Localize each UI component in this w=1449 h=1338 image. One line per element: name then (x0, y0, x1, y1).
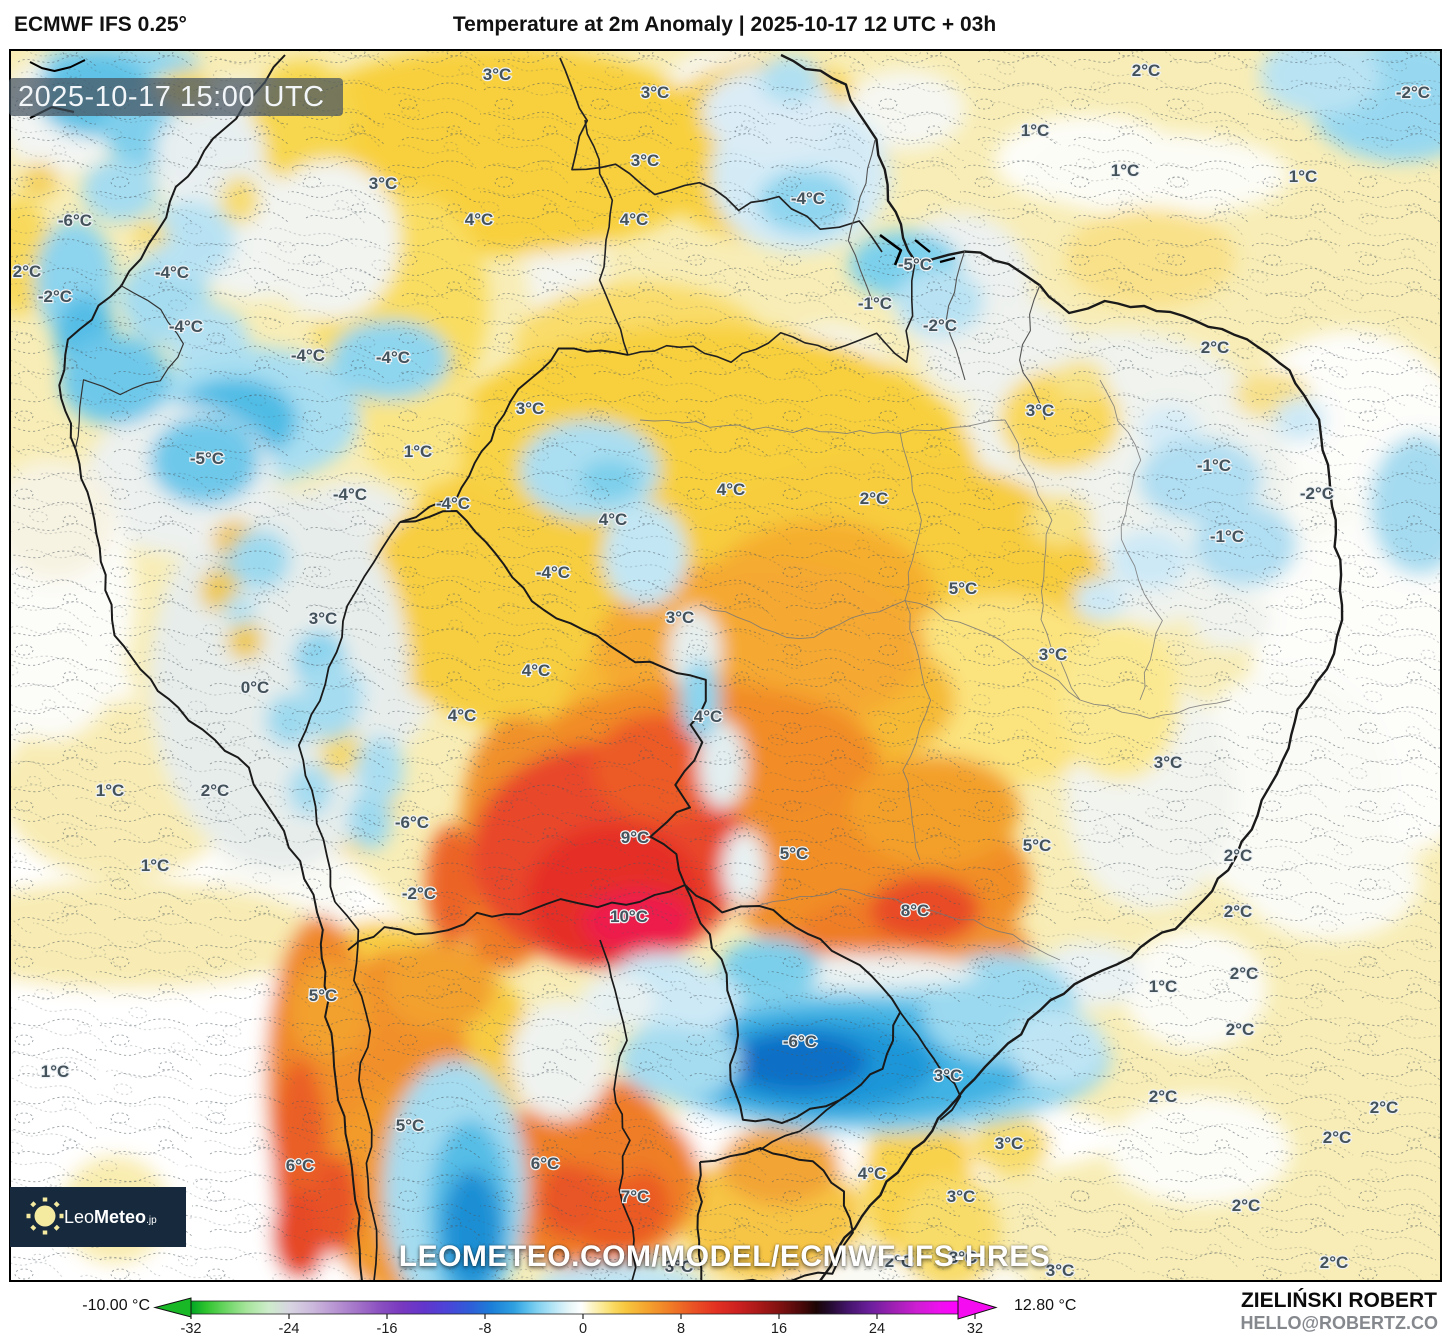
svg-text:3°C: 3°C (1046, 1261, 1075, 1280)
svg-text:1°C: 1°C (1289, 167, 1318, 186)
svg-text:-4°C: -4°C (376, 348, 410, 367)
svg-text:1°C: 1°C (141, 856, 170, 875)
svg-text:-2°C: -2°C (923, 316, 957, 335)
svg-text:5°C: 5°C (1023, 836, 1052, 855)
svg-text:4°C: 4°C (858, 1164, 887, 1183)
svg-text:-4°C: -4°C (333, 485, 367, 504)
svg-text:-2°C: -2°C (38, 287, 72, 306)
svg-text:5°C: 5°C (396, 1116, 425, 1135)
svg-text:2°C: 2°C (1224, 846, 1253, 865)
svg-text:-1°C: -1°C (1197, 456, 1231, 475)
svg-text:16: 16 (771, 1321, 787, 1337)
svg-text:3°C: 3°C (934, 1066, 963, 1085)
svg-text:3°C: 3°C (641, 83, 670, 102)
svg-text:2°C: 2°C (1323, 1128, 1352, 1147)
svg-text:3°C: 3°C (631, 151, 660, 170)
svg-text:4°C: 4°C (717, 480, 746, 499)
svg-text:-8: -8 (479, 1321, 492, 1337)
svg-text:2°C: 2°C (1320, 1253, 1349, 1272)
svg-text:1°C: 1°C (1111, 161, 1140, 180)
svg-text:1°C: 1°C (96, 781, 125, 800)
svg-text:1°C: 1°C (1021, 121, 1050, 140)
svg-text:-4°C: -4°C (169, 317, 203, 336)
svg-text:3°C: 3°C (483, 65, 512, 84)
svg-text:8°C: 8°C (901, 901, 930, 920)
svg-text:3°C: 3°C (1026, 401, 1055, 420)
svg-text:3°C: 3°C (369, 174, 398, 193)
svg-text:1°C: 1°C (404, 442, 433, 461)
svg-text:-4°C: -4°C (436, 494, 470, 513)
svg-text:3°C: 3°C (947, 1187, 976, 1206)
svg-text:3°C: 3°C (1039, 645, 1068, 664)
svg-text:2°C: 2°C (1226, 1020, 1255, 1039)
svg-text:2°C: 2°C (885, 1252, 914, 1271)
svg-text:3°C: 3°C (309, 609, 338, 628)
svg-text:-1°C: -1°C (1210, 527, 1244, 546)
svg-text:3°C: 3°C (666, 608, 695, 627)
svg-text:-2°C: -2°C (1300, 484, 1334, 503)
svg-text:5°C: 5°C (780, 844, 809, 863)
svg-text:0°C: 0°C (241, 678, 270, 697)
svg-text:8: 8 (677, 1321, 685, 1337)
svg-text:10°C: 10°C (610, 907, 648, 926)
svg-text:1°C: 1°C (1149, 977, 1178, 996)
svg-text:2°C: 2°C (1149, 1087, 1178, 1106)
svg-text:9°C: 9°C (621, 828, 650, 847)
svg-text:3°C: 3°C (949, 1248, 978, 1267)
svg-text:-16: -16 (377, 1321, 398, 1337)
svg-text:-5°C: -5°C (898, 255, 932, 274)
svg-text:2°C: 2°C (860, 489, 889, 508)
svg-text:3°C: 3°C (1154, 753, 1183, 772)
svg-text:2°C: 2°C (1132, 61, 1161, 80)
svg-text:5°C: 5°C (949, 579, 978, 598)
svg-text:4°C: 4°C (522, 661, 551, 680)
svg-text:2°C: 2°C (201, 781, 230, 800)
svg-text:3°C: 3°C (516, 399, 545, 418)
svg-text:-6°C: -6°C (783, 1032, 817, 1051)
svg-text:6°C: 6°C (531, 1154, 560, 1173)
svg-text:4°C: 4°C (599, 510, 628, 529)
svg-text:-1°C: -1°C (858, 294, 892, 313)
svg-text:-6°C: -6°C (58, 211, 92, 230)
svg-text:3°C: 3°C (995, 1134, 1024, 1153)
svg-text:24: 24 (869, 1321, 885, 1337)
svg-text:-4°C: -4°C (291, 346, 325, 365)
svg-text:2°C: 2°C (1224, 902, 1253, 921)
svg-text:4°C: 4°C (694, 707, 723, 726)
svg-text:-2°C: -2°C (1396, 83, 1430, 102)
svg-text:2°C: 2°C (1201, 338, 1230, 357)
svg-text:7°C: 7°C (621, 1187, 650, 1206)
svg-text:-2°C: -2°C (402, 884, 436, 903)
svg-text:-6°C: -6°C (395, 813, 429, 832)
svg-text:5°C: 5°C (309, 986, 338, 1005)
svg-text:4°C: 4°C (448, 706, 477, 725)
svg-text:0: 0 (579, 1321, 587, 1337)
svg-text:2°C: 2°C (1230, 964, 1259, 983)
svg-text:4°C: 4°C (465, 210, 494, 229)
svg-text:4°C: 4°C (620, 210, 649, 229)
svg-text:-32: -32 (181, 1321, 202, 1337)
svg-text:2°C: 2°C (1370, 1098, 1399, 1117)
svg-text:-4°C: -4°C (155, 263, 189, 282)
svg-text:2°C: 2°C (13, 262, 42, 281)
svg-text:6°C: 6°C (286, 1156, 315, 1175)
svg-text:1°C: 1°C (41, 1062, 70, 1081)
svg-text:-4°C: -4°C (536, 563, 570, 582)
svg-text:-4°C: -4°C (791, 189, 825, 208)
svg-text:32: 32 (967, 1321, 983, 1337)
svg-text:3°C: 3°C (665, 1257, 694, 1276)
svg-text:-5°C: -5°C (190, 449, 224, 468)
svg-text:-24: -24 (279, 1321, 300, 1337)
svg-text:2°C: 2°C (1232, 1196, 1261, 1215)
svg-text:LeoMeteo.jp: LeoMeteo.jp (64, 1207, 157, 1227)
